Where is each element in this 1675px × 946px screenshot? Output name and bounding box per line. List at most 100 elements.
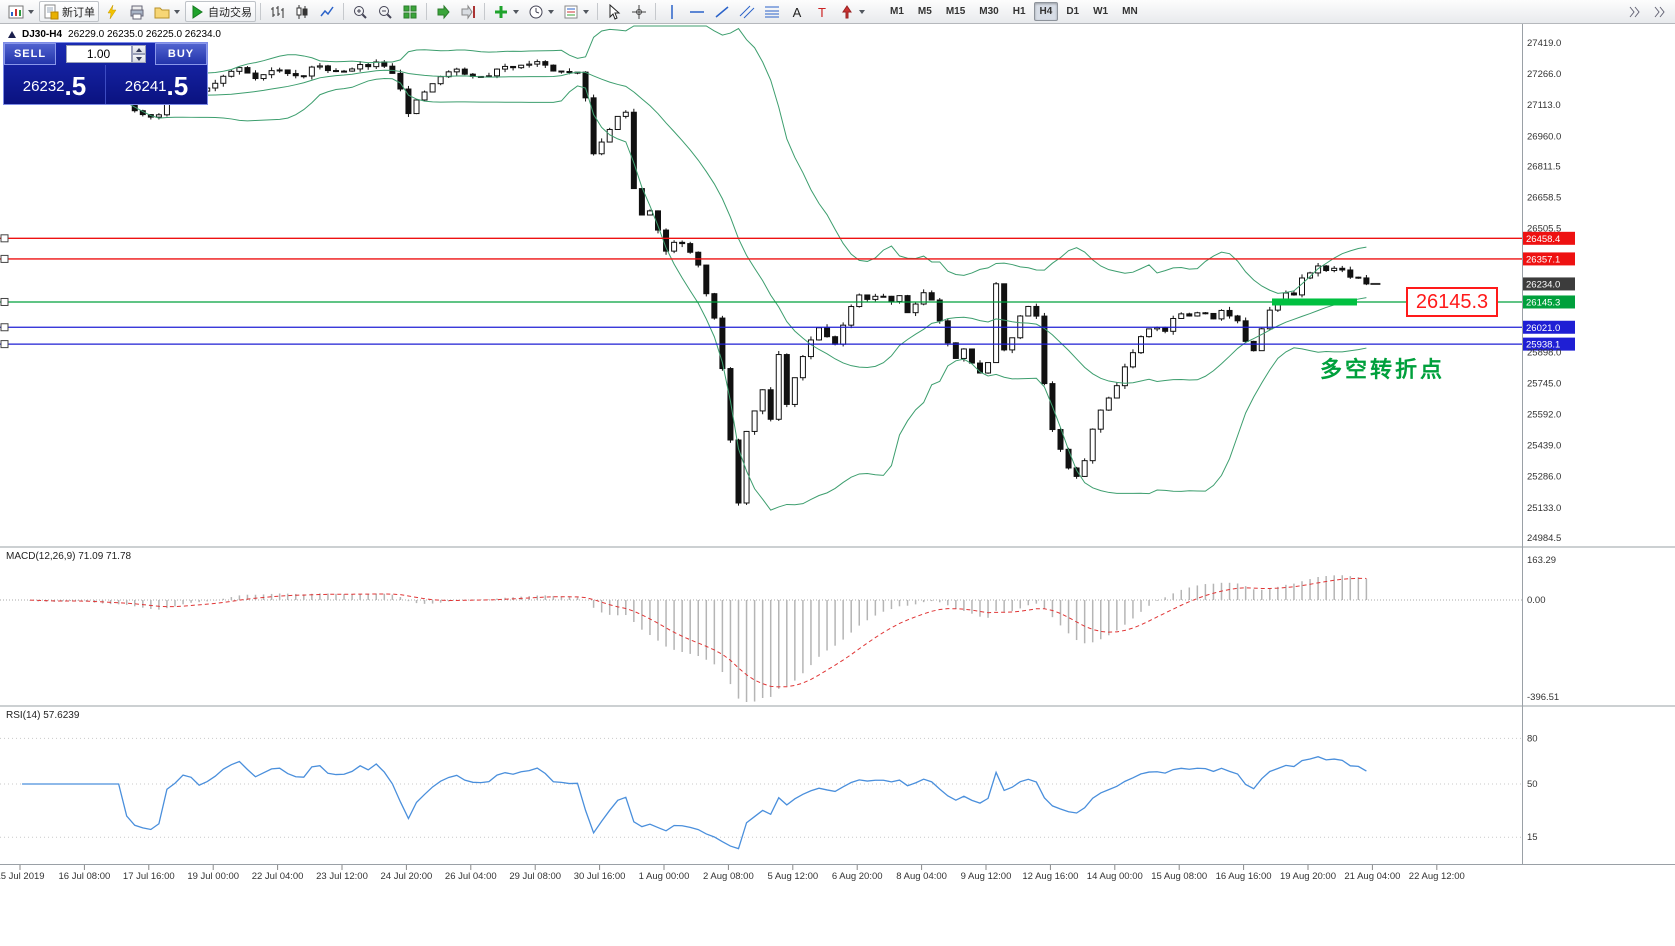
crosshair-button[interactable]	[627, 1, 651, 22]
autotrading-button[interactable]: 自动交易	[185, 1, 256, 22]
line-handle[interactable]	[0, 234, 9, 243]
axis-price-badge	[1523, 252, 1575, 266]
volume-increase-button[interactable]	[131, 45, 146, 54]
timeframe-w1[interactable]: W1	[1087, 2, 1114, 21]
axis-price-badge	[1523, 277, 1575, 291]
timeframe-m30[interactable]: M30	[973, 2, 1004, 21]
cursor-icon	[606, 3, 622, 20]
toolbar-overflow-button[interactable]	[1622, 1, 1646, 22]
toolbar-separator	[260, 3, 261, 20]
macd-signal-line	[30, 577, 1367, 688]
y-axis-label: 25898.0	[1527, 347, 1561, 358]
macd-indicator: 163.29 0.00 -396.51	[0, 555, 1559, 703]
label-t-icon: T	[814, 4, 830, 20]
draw-fibonacci-button[interactable]	[760, 1, 784, 22]
horizontal-level-line[interactable]: 25938.1	[0, 337, 1575, 351]
tile-windows-button[interactable]	[398, 1, 422, 22]
auto-scroll-button[interactable]	[431, 1, 455, 22]
time-axis-label: 5 Aug 12:00	[767, 871, 818, 882]
axis-price-badge	[1523, 320, 1575, 334]
cursor-button[interactable]	[602, 1, 626, 22]
draw-arrows-button[interactable]	[835, 1, 869, 22]
draw-channel-button[interactable]	[735, 1, 759, 22]
caret-down-icon	[174, 9, 180, 14]
draw-vertical-line-button[interactable]	[660, 1, 684, 22]
profiles-button[interactable]	[150, 1, 184, 22]
horizontal-level-line[interactable]: 26145.3	[0, 295, 1575, 309]
time-axis[interactable]: 15 Jul 2019 16 Jul 08:00 17 Jul 16:00 19 Ju…	[0, 865, 1465, 882]
line-handle[interactable]	[0, 340, 9, 349]
draw-horizontal-line-button[interactable]	[685, 1, 709, 22]
buy-price[interactable]: 26241 .5	[106, 65, 207, 104]
timeframe-d1[interactable]: D1	[1060, 2, 1085, 21]
timeframe-h1[interactable]: H1	[1007, 2, 1032, 21]
rsi-axis-label: 80	[1527, 733, 1538, 744]
draw-trendline-button[interactable]	[710, 1, 734, 22]
chart-ohlc-values: 26229.0 26235.0 26225.0 26234.0	[68, 29, 221, 40]
time-axis-label: 26 Jul 04:00	[445, 871, 497, 882]
new-chart-button[interactable]	[4, 1, 38, 22]
thick-green-segment[interactable]	[1272, 298, 1357, 306]
rsi-line	[22, 756, 1367, 850]
buy-button[interactable]: BUY	[155, 43, 207, 65]
timeframe-m5[interactable]: M5	[912, 2, 938, 21]
template-icon	[563, 4, 579, 20]
arrow-tool-icon	[839, 4, 855, 20]
horizontal-level-line[interactable]: 26357.1	[0, 252, 1575, 266]
time-axis-label: 17 Jul 16:00	[123, 871, 175, 882]
chart-shift-button[interactable]	[456, 1, 480, 22]
horizontal-level-line[interactable]: 26458.4	[0, 231, 1575, 245]
play-green-icon	[189, 4, 205, 20]
sell-button[interactable]: SELL	[4, 43, 56, 65]
toolbar-overflow-area	[1622, 1, 1671, 22]
new-order-button[interactable]: 新订单	[39, 1, 99, 22]
zoom-in-icon	[352, 4, 368, 20]
time-axis-label: 6 Aug 20:00	[832, 871, 883, 882]
y-axis-label: 25133.0	[1527, 503, 1561, 514]
sell-price[interactable]: 26232 .5	[4, 65, 105, 104]
collapse-panel-arrow-icon[interactable]	[8, 31, 16, 38]
caret-down-icon	[859, 9, 865, 14]
y-axis-label: 25286.0	[1527, 472, 1561, 483]
chart-text-annotation[interactable]: 多空转折点	[1320, 357, 1446, 382]
timeframe-m1[interactable]: M1	[884, 2, 910, 21]
candlestick-mode-button[interactable]	[290, 1, 314, 22]
draw-label-button[interactable]: T	[810, 1, 834, 22]
bar-chart-mode-button[interactable]	[265, 1, 289, 22]
line-handle[interactable]	[0, 323, 9, 332]
print-preview-button[interactable]	[125, 1, 149, 22]
indicators-button[interactable]	[489, 1, 523, 22]
price-axis[interactable]: 27419.0 27266.0 27113.0 26960.0 26811.5 26658…	[1527, 38, 1561, 544]
volume-decrease-button[interactable]	[131, 54, 146, 63]
toolbar-separator	[426, 3, 427, 20]
y-axis-label: 26960.0	[1527, 131, 1561, 142]
mql-wizard-button[interactable]	[100, 1, 124, 22]
bollinger-middle-band	[13, 69, 1367, 384]
price-callout-box[interactable]: 26145.3	[1406, 287, 1498, 317]
time-axis-label: 21 Aug 04:00	[1344, 871, 1400, 882]
line-chart-mode-button[interactable]	[315, 1, 339, 22]
line-handle[interactable]	[0, 254, 9, 263]
periods-button[interactable]	[524, 1, 558, 22]
draw-text-button[interactable]: A	[785, 1, 809, 22]
caret-down-icon	[548, 9, 554, 14]
time-axis-label: 8 Aug 04:00	[896, 871, 947, 882]
caret-down-icon	[583, 9, 589, 14]
timeframe-mn[interactable]: MN	[1116, 2, 1144, 21]
horizontal-level-line[interactable]: 26021.0	[0, 320, 1575, 334]
templates-button[interactable]	[559, 1, 593, 22]
timeframe-h4[interactable]: H4	[1033, 2, 1059, 21]
chart-symbol-period: DJ30-H4	[22, 29, 63, 40]
caret-down-icon	[28, 9, 34, 14]
indicators-plus-icon	[493, 4, 509, 20]
volume-value[interactable]: 1.00	[65, 45, 132, 63]
zoom-in-button[interactable]	[348, 1, 372, 22]
toolbar-separator	[343, 3, 344, 20]
zoom-out-button[interactable]	[373, 1, 397, 22]
timeframe-m15[interactable]: M15	[940, 2, 971, 21]
line-handle[interactable]	[0, 297, 9, 306]
svg-text:A: A	[793, 5, 802, 20]
toolbar-overflow-button[interactable]	[1647, 1, 1671, 22]
trade-panel-prices: 26232 .5 26241 .5	[4, 65, 207, 104]
